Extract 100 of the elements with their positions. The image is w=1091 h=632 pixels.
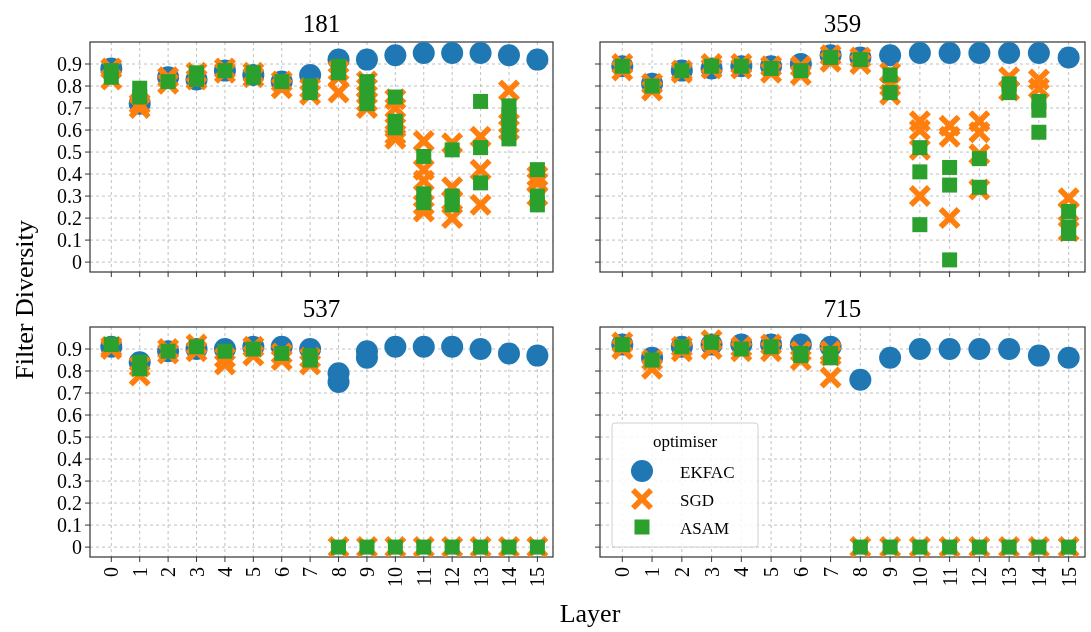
x-tick-label: 0 — [611, 567, 634, 577]
y-tick-label: 0.4 — [57, 163, 82, 186]
y-tick-label: 0 — [72, 251, 82, 274]
legend-label: EKFAC — [680, 463, 735, 482]
point — [1057, 46, 1080, 69]
point — [849, 368, 872, 391]
point — [416, 148, 432, 164]
point — [384, 44, 407, 67]
x-tick-label: 10 — [384, 567, 407, 587]
x-tick-label: 4 — [730, 567, 753, 577]
y-tick-label: 0.1 — [57, 514, 82, 537]
x-tick-label: 2 — [157, 567, 180, 577]
x-tick-label: 2 — [670, 567, 693, 577]
point — [412, 42, 435, 64]
chart-title: 537 — [302, 295, 341, 322]
x-tick-label: 14 — [497, 567, 520, 587]
y-tick-label: 0.5 — [57, 426, 82, 449]
point — [968, 42, 991, 64]
x-tick-label: 9 — [355, 567, 378, 577]
x-tick-label: 13 — [998, 567, 1021, 587]
y-tick-label: 0.1 — [57, 229, 82, 252]
point — [908, 119, 931, 142]
point — [938, 42, 961, 64]
legend-label: SGD — [680, 491, 715, 510]
x-tick-label: 6 — [789, 567, 812, 577]
point — [1027, 42, 1050, 64]
point — [473, 93, 489, 109]
point — [879, 44, 902, 67]
x-tick-label: 4 — [213, 567, 236, 577]
point — [998, 42, 1021, 64]
x-tick-label: 12 — [441, 567, 464, 587]
point — [998, 338, 1021, 361]
x-tick-label: 14 — [1027, 567, 1050, 587]
legend-label: ASAM — [680, 519, 730, 538]
point — [1031, 124, 1047, 140]
point — [526, 344, 549, 367]
point — [938, 338, 961, 361]
y-tick-label: 0.9 — [57, 338, 82, 361]
y-tick-label: 0 — [72, 536, 82, 559]
chart-title: 359 — [823, 10, 862, 37]
point — [473, 140, 489, 156]
x-tick-label: 7 — [299, 567, 322, 577]
x-tick-label: 0 — [100, 567, 123, 577]
y-tick-label: 0.5 — [57, 141, 82, 164]
point — [469, 42, 492, 64]
point — [469, 193, 492, 216]
point — [441, 42, 464, 64]
x-tick-label: 1 — [641, 567, 664, 577]
point — [529, 197, 545, 213]
x-tick-label: 5 — [242, 567, 265, 577]
point — [441, 335, 464, 358]
x-tick-label: 3 — [185, 567, 208, 577]
point — [497, 44, 520, 67]
point — [526, 48, 549, 71]
point — [908, 42, 931, 64]
legend-title: optimiser — [652, 432, 718, 451]
x-tick-label: 3 — [700, 567, 723, 577]
x-tick-label: 11 — [938, 567, 961, 587]
point — [968, 121, 991, 144]
x-axis-title: Layer — [559, 599, 621, 628]
y-tick-label: 0.3 — [57, 470, 82, 493]
point — [938, 207, 961, 230]
point — [1031, 102, 1047, 118]
x-tick-label: 8 — [849, 567, 872, 577]
y-tick-label: 0.7 — [57, 97, 82, 120]
point — [412, 335, 435, 358]
point — [497, 342, 520, 365]
x-tick-label: 6 — [270, 567, 293, 577]
chart-title: 181 — [302, 10, 341, 37]
x-tick-label: 9 — [879, 567, 902, 577]
x-tick-label: 1 — [128, 567, 151, 577]
point — [469, 338, 492, 361]
x-tick-label: 10 — [908, 567, 931, 587]
y-axis-title: Filter Diversity — [10, 220, 39, 380]
point — [938, 125, 961, 148]
y-tick-label: 0.8 — [57, 360, 82, 383]
point — [942, 177, 958, 193]
x-tick-label: 15 — [1057, 567, 1080, 587]
point — [497, 79, 520, 102]
point — [908, 338, 931, 361]
point — [879, 346, 902, 369]
y-tick-label: 0.3 — [57, 185, 82, 208]
x-tick-label: 5 — [760, 567, 783, 577]
point — [384, 335, 407, 358]
point — [912, 164, 928, 180]
y-tick-label: 0.7 — [57, 382, 82, 405]
y-tick-label: 0.6 — [57, 404, 82, 427]
x-tick-label: 8 — [327, 567, 350, 577]
x-tick-label: 7 — [819, 567, 842, 577]
y-tick-label: 0.6 — [57, 119, 82, 142]
point — [819, 366, 842, 389]
y-tick-label: 0.2 — [57, 207, 82, 230]
point — [912, 217, 928, 233]
point — [1027, 344, 1050, 367]
point — [501, 131, 517, 147]
x-tick-label: 12 — [968, 567, 991, 587]
point — [908, 185, 931, 208]
point — [942, 159, 958, 175]
x-tick-label: 15 — [526, 567, 549, 587]
point — [473, 175, 489, 191]
